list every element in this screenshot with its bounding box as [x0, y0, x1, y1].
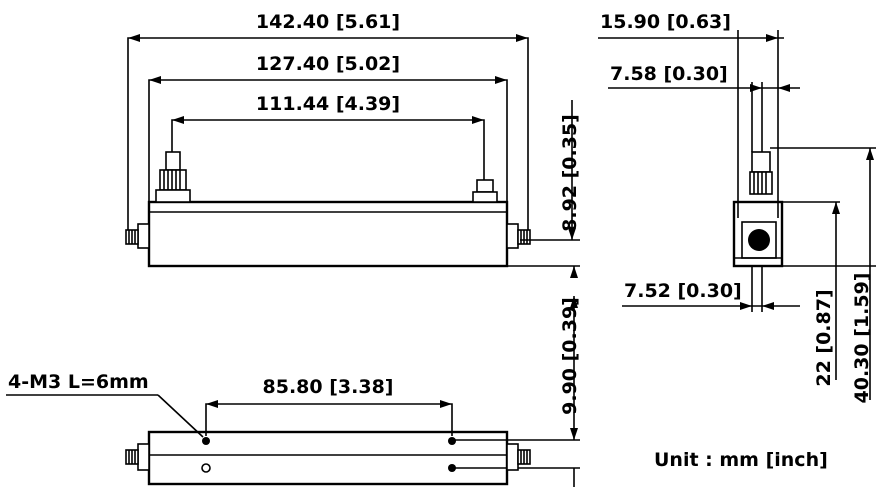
- bottom-left-connector: [125, 443, 150, 471]
- side-view: 15.90 [0.63] 7.58 [0.30] 7.52 [0.30]: [598, 11, 876, 403]
- connector-span-line: [171, 119, 485, 180]
- mount-holes-callout: 4-M3 L=6mm: [8, 371, 149, 393]
- side-offset-bottom-label: 7.52 [0.30]: [624, 280, 742, 302]
- right-end-connector: [506, 223, 531, 249]
- hole-spacing-label: 85.80 [3.38]: [263, 376, 394, 398]
- top-left-connector: [155, 151, 191, 203]
- housing-length-label: 127.40 [5.02]: [256, 53, 400, 75]
- side-height-total-label: 40.30 [1.59]: [851, 273, 873, 404]
- mount-hole: [202, 437, 210, 445]
- top-view: 142.40 [5.61] 127.40 [5.02] 111.44 [4.39…: [125, 11, 581, 278]
- connector-span-label: 111.44 [4.39]: [256, 93, 400, 115]
- side-housing-body: [732, 200, 784, 268]
- bottom-view: 9.90 [0.39] 85.80 [3.38] 4-M3 L=6mm: [6, 296, 581, 487]
- top-right-connector: [472, 179, 498, 203]
- connector-height-label: 8.92 [0.35]: [559, 114, 581, 232]
- side-width-label: 15.90 [0.63]: [600, 11, 731, 33]
- overall-length-label: 142.40 [5.61]: [256, 11, 400, 33]
- unit-note: Unit : mm [inch]: [654, 449, 828, 471]
- hole-spacing-line: [205, 403, 453, 436]
- left-end-connector: [125, 223, 150, 249]
- mount-hole: [201, 463, 211, 473]
- bottom-right-connector: [506, 443, 531, 471]
- overall-length-line: [127, 37, 529, 232]
- mount-hole: [448, 437, 456, 445]
- side-height-inner-label: 22 [0.87]: [813, 289, 835, 386]
- side-offset-top-label: 7.58 [0.30]: [610, 63, 728, 85]
- mount-height-label: 9.90 [0.39]: [559, 297, 581, 415]
- housing-length-line: [148, 79, 508, 212]
